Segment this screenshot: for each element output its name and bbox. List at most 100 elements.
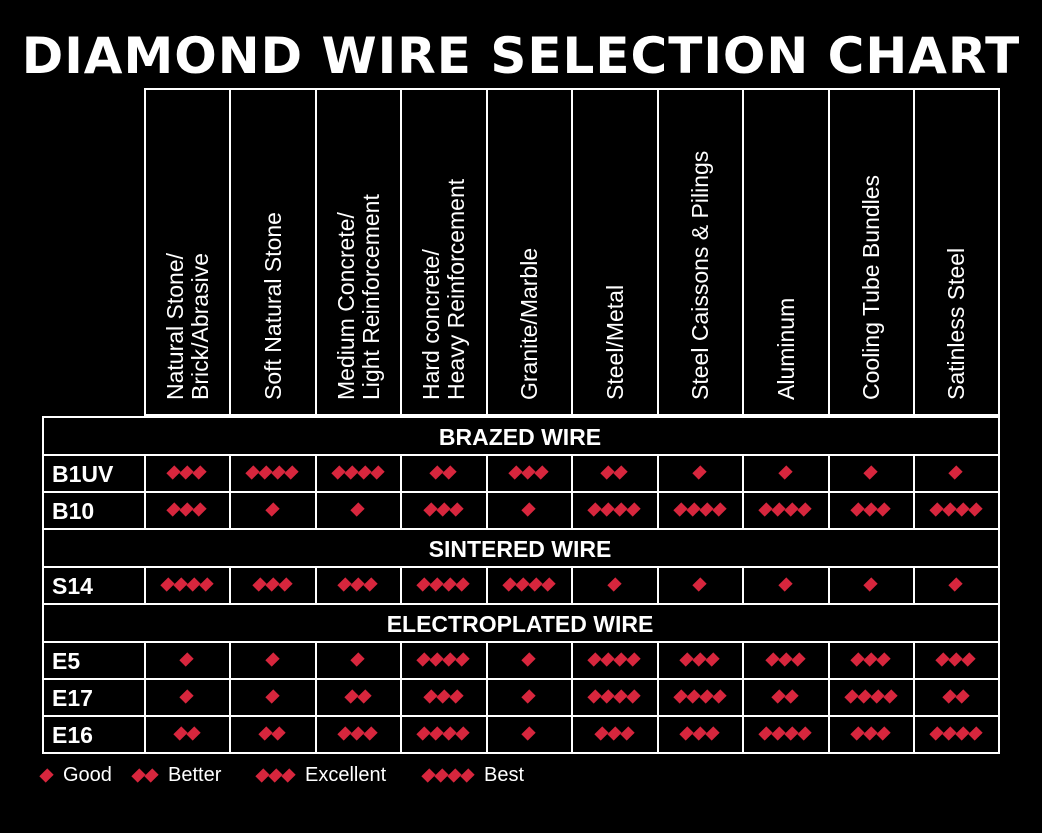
diamond-mark [356,465,372,480]
diamond-mark [521,726,536,741]
diamond-mark [527,577,543,592]
rating-diamonds [264,502,280,517]
grid-line [486,715,488,752]
rating-diamonds [587,652,641,667]
diamond-mark [268,767,283,783]
grid-line [42,752,1000,754]
diamond-mark [343,465,359,480]
diamond-mark [251,577,267,592]
rating-cell [742,566,828,603]
grid-line [913,641,915,678]
rating-diamonds [422,502,464,517]
rating-diamonds [672,502,727,517]
rating-diamonds [771,689,799,704]
diamond-mark [941,726,957,741]
rating-cell [486,566,571,603]
rating-cell [229,491,315,528]
rating-cell [913,566,998,603]
rating-diamonds [935,652,976,667]
legend-label: Better [168,763,222,786]
rating-diamonds [429,465,457,480]
grid-line [315,641,317,678]
diamond-mark [192,502,207,517]
grid-line [144,715,146,752]
legend-item: Excellent [255,762,386,788]
diamond-mark [455,652,470,667]
grid-line [998,416,1000,754]
rating-diamonds [264,652,280,667]
row-label: B10 [52,498,95,524]
rating-diamonds [850,502,891,517]
rating-diamonds [245,465,299,480]
diamond-mark [422,502,438,517]
diamond-mark [777,465,793,480]
diamond-mark [192,465,207,480]
rating-diamonds [264,689,280,704]
diamond-mark [255,767,270,783]
rating-cell [913,678,998,715]
rating-cell [742,491,828,528]
rating-cell [571,454,657,491]
grid-line [571,454,573,491]
legend-diamonds [131,767,159,783]
grid-line [42,641,1000,643]
rating-cell [657,715,742,752]
rating-diamonds [692,577,707,592]
row-label: E16 [52,722,93,748]
rating-diamonds [587,689,641,704]
rating-cell [229,454,315,491]
diamond-mark [435,502,451,517]
rating-cell [828,454,913,491]
rating-diamonds [416,652,470,667]
diamond-mark [685,689,701,704]
diamond-mark [843,689,859,704]
diamond-mark [356,689,372,704]
grid-line [400,678,402,715]
diamond-mark [698,689,714,704]
rating-diamonds [330,465,385,480]
grid-line [315,566,317,603]
column-header-label: Steel/Metal [601,284,628,400]
diamond-mark [179,689,194,704]
grid-line [42,603,1000,605]
rating-diamonds [948,577,963,592]
diamond-mark [264,652,280,667]
diamond-mark [185,577,201,592]
rating-diamonds [850,726,891,741]
grid-line [144,678,146,715]
rating-diamonds [764,652,806,667]
rating-cell [657,566,742,603]
grid-line [657,454,659,491]
column-header-label: Cooling Tube Bundles [858,174,884,400]
diamond-mark [448,502,464,517]
diamond-mark [705,726,720,741]
rating-diamonds [521,726,536,741]
column-header-label: Natural Stone/ Brick/Abrasive [161,252,213,400]
grid-line [400,454,402,491]
grid-line [229,491,231,528]
diamond-mark [284,465,299,480]
rating-cell [229,566,315,603]
rating-cell [828,715,913,752]
diamond-mark [264,502,280,517]
column-header: Satinless Steel [913,88,1000,416]
rating-cell [400,566,486,603]
rating-cell [400,678,486,715]
grid-line [400,491,402,528]
legend-item: Better [131,762,222,788]
grid-line [828,491,830,528]
rating-cell [828,641,913,678]
grid-line [742,641,744,678]
diamond-mark [131,767,146,783]
diamond-mark [277,577,293,592]
diamond-mark [281,767,296,783]
rating-diamonds [692,465,707,480]
grid-line [828,641,830,678]
legend-item: Good [39,762,112,788]
rating-cell [400,715,486,752]
diamond-mark [521,689,536,704]
grid-line [42,678,1000,680]
diamond-mark [941,689,957,704]
grid-line [828,715,830,752]
diamond-mark [705,652,720,667]
